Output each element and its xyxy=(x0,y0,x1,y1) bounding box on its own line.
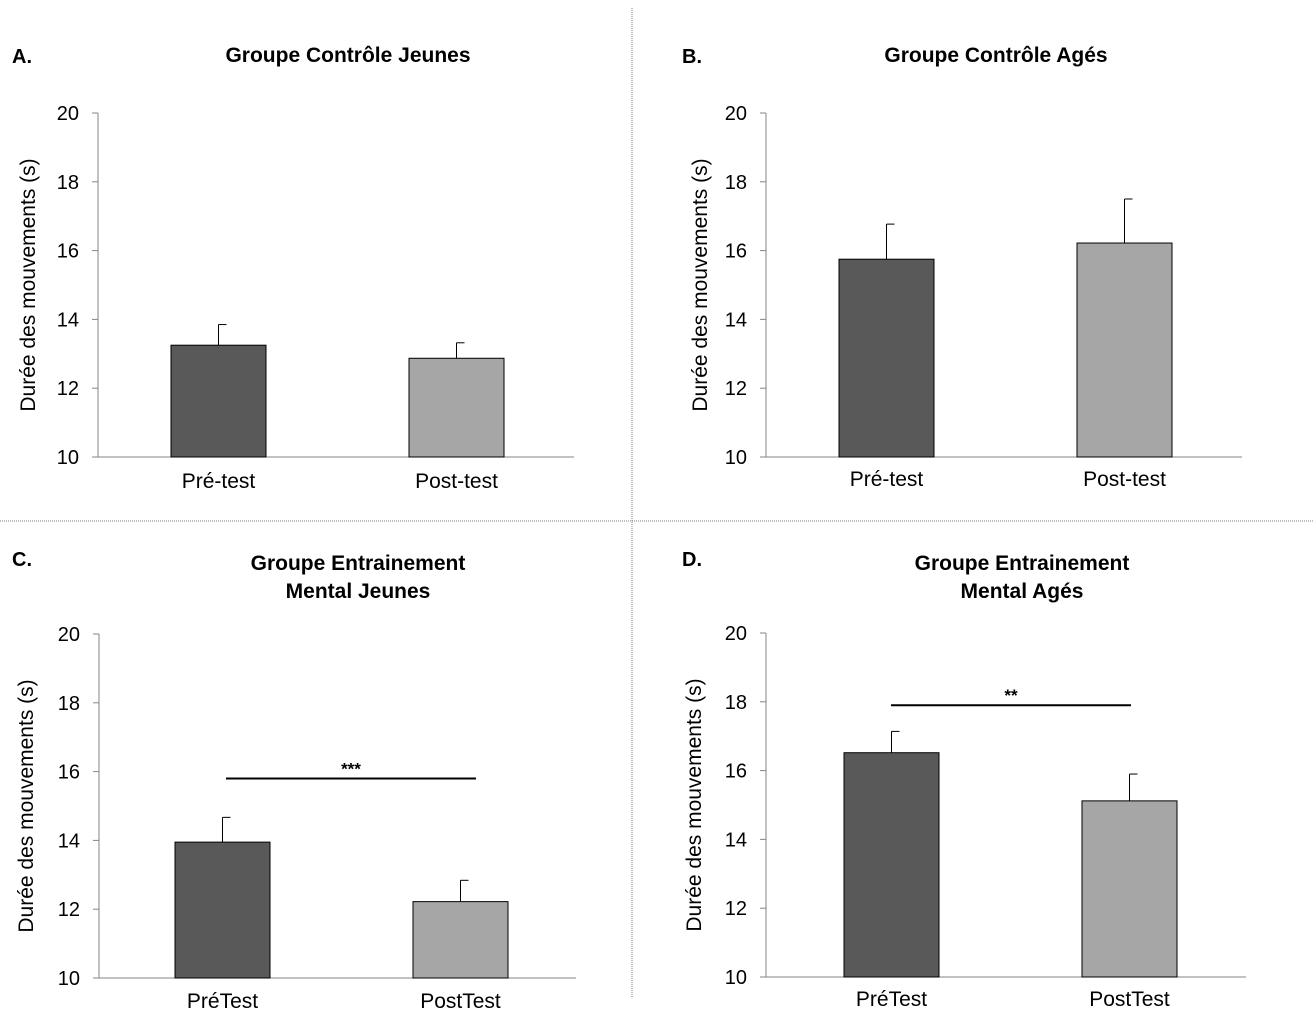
panel-letter: D. xyxy=(682,549,702,571)
y-tick-label: 10 xyxy=(57,447,79,469)
y-axis-title: Durée des mouvements (s) xyxy=(15,679,38,932)
bar xyxy=(412,901,509,979)
bar xyxy=(174,841,271,979)
chart-panel: B. Groupe Contrôle Agés 10 12 14 16 18 20 Durée … xyxy=(682,44,1242,491)
y-tick-label: 12 xyxy=(58,899,80,921)
y-tick-label: 10 xyxy=(58,968,80,990)
chart-panel: A. Groupe Contrôle Jeunes 10 12 14 16 18 20 Duré… xyxy=(12,44,574,493)
chart-title: Groupe Contrôle Agés xyxy=(884,44,1107,67)
category-label: PostTest xyxy=(1089,988,1170,1011)
y-tick-label: 14 xyxy=(57,309,79,331)
y-tick-label: 18 xyxy=(58,693,80,715)
y-tick-label: 20 xyxy=(725,103,747,125)
y-tick-label: 18 xyxy=(57,172,79,194)
y-tick-label: 14 xyxy=(58,830,80,852)
y-tick-label: 14 xyxy=(725,829,747,851)
y-tick-label: 12 xyxy=(725,898,747,920)
chart-title: Groupe Entrainement xyxy=(251,552,466,575)
y-tick-label: 20 xyxy=(58,624,80,646)
chart-panel: D. Groupe Entrainement Mental Agés 10 12 14 16… xyxy=(682,549,1246,1011)
bar xyxy=(1076,242,1173,458)
y-tick-label: 10 xyxy=(725,967,747,989)
panel-letter: C. xyxy=(12,549,32,571)
y-tick-label: 18 xyxy=(725,692,747,714)
y-tick-label: 16 xyxy=(725,241,747,263)
category-label: Pré-test xyxy=(850,468,924,491)
panel-letter: A. xyxy=(12,46,32,68)
bar xyxy=(408,357,505,458)
y-tick-label: 12 xyxy=(57,378,79,400)
y-tick-label: 16 xyxy=(58,762,80,784)
y-tick-label: 18 xyxy=(725,172,747,194)
chart-panel: C. Groupe Entrainement Mental Jeunes 10 12 14… xyxy=(12,549,576,1013)
bar xyxy=(170,344,267,458)
category-label: PostTest xyxy=(420,990,501,1013)
chart-title: Mental Agés xyxy=(961,580,1084,603)
y-axis-title: Durée des mouvements (s) xyxy=(17,158,40,411)
y-tick-label: 16 xyxy=(57,241,79,263)
significance-label: ** xyxy=(1004,686,1018,705)
category-label: Post-test xyxy=(415,470,498,493)
chart-title: Groupe Contrôle Jeunes xyxy=(225,44,470,67)
chart-title: Mental Jeunes xyxy=(286,580,431,603)
category-label: Pré-test xyxy=(182,470,256,493)
y-axis-title: Durée des mouvements (s) xyxy=(689,158,712,411)
significance-label: *** xyxy=(341,759,361,778)
y-axis-title: Durée des mouvements (s) xyxy=(683,678,706,931)
y-tick-label: 16 xyxy=(725,761,747,783)
bar xyxy=(1081,800,1178,978)
y-tick-label: 20 xyxy=(57,103,79,125)
y-tick-label: 20 xyxy=(725,623,747,645)
chart-title: Groupe Entrainement xyxy=(915,552,1130,575)
y-tick-label: 12 xyxy=(725,378,747,400)
y-tick-label: 10 xyxy=(725,447,747,469)
category-label: Post-test xyxy=(1083,468,1166,491)
panel-letter: B. xyxy=(682,46,702,68)
y-tick-label: 14 xyxy=(725,309,747,331)
bar xyxy=(838,258,935,458)
bar xyxy=(843,752,940,978)
category-label: PréTest xyxy=(187,990,258,1013)
category-label: PréTest xyxy=(856,988,927,1011)
